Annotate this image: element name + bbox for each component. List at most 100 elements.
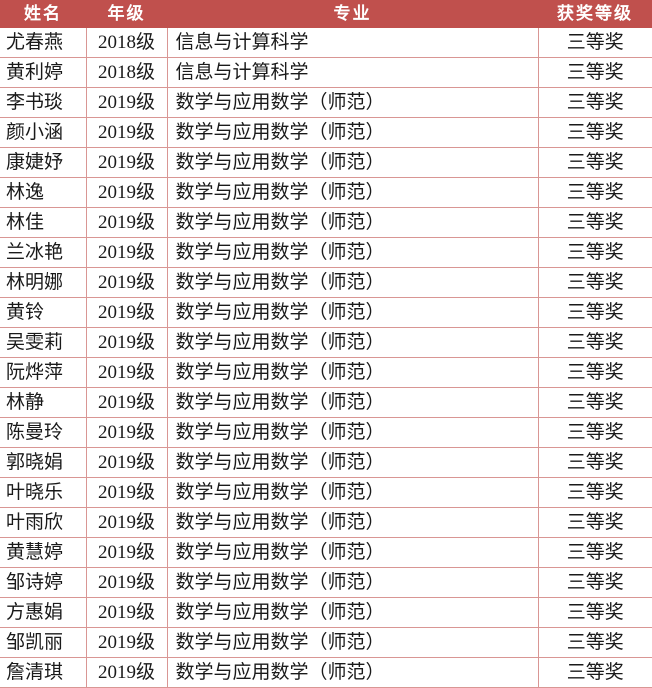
cell-level: 三等奖 bbox=[537, 537, 652, 568]
cell-level: 三等奖 bbox=[537, 357, 652, 388]
table-row: 黄慧婷 2019级 数学与应用数学（师范） 三等奖 bbox=[0, 537, 652, 568]
cell-name: 黄利婷 bbox=[0, 57, 87, 88]
cell-name: 方惠娟 bbox=[0, 597, 87, 628]
table-row: 兰冰艳 2019级 数学与应用数学（师范） 三等奖 bbox=[0, 237, 652, 268]
cell-name: 郭晓娟 bbox=[0, 447, 87, 478]
table-row: 叶晓乐 2019级 数学与应用数学（师范） 三等奖 bbox=[0, 477, 652, 508]
table-row: 林逸 2019级 数学与应用数学（师范） 三等奖 bbox=[0, 177, 652, 208]
cell-major: 数学与应用数学（师范） bbox=[167, 87, 538, 118]
cell-major: 数学与应用数学（师范） bbox=[167, 147, 538, 178]
cell-major: 数学与应用数学（师范） bbox=[167, 537, 538, 568]
cell-level: 三等奖 bbox=[537, 237, 652, 268]
column-header-name: 姓名 bbox=[0, 0, 86, 28]
cell-level: 三等奖 bbox=[537, 327, 652, 358]
cell-name: 林静 bbox=[0, 387, 87, 418]
cell-name: 兰冰艳 bbox=[0, 237, 87, 268]
cell-grade: 2019级 bbox=[86, 507, 168, 538]
table-header-row: 姓名 年级 专业 获奖等级 bbox=[0, 0, 652, 28]
cell-level: 三等奖 bbox=[537, 117, 652, 148]
cell-level: 三等奖 bbox=[537, 177, 652, 208]
table-row: 林佳 2019级 数学与应用数学（师范） 三等奖 bbox=[0, 207, 652, 238]
cell-name: 叶雨欣 bbox=[0, 507, 87, 538]
table-row: 邹诗婷 2019级 数学与应用数学（师范） 三等奖 bbox=[0, 567, 652, 598]
cell-name: 陈曼玲 bbox=[0, 417, 87, 448]
cell-level: 三等奖 bbox=[537, 447, 652, 478]
cell-major: 数学与应用数学（师范） bbox=[167, 117, 538, 148]
cell-name: 林明娜 bbox=[0, 267, 87, 298]
cell-grade: 2019级 bbox=[86, 267, 168, 298]
cell-name: 颜小涵 bbox=[0, 117, 87, 148]
cell-name: 林佳 bbox=[0, 207, 87, 238]
cell-grade: 2019级 bbox=[86, 417, 168, 448]
cell-major: 数学与应用数学（师范） bbox=[167, 207, 538, 238]
cell-major: 数学与应用数学（师范） bbox=[167, 297, 538, 328]
table-row: 詹清琪 2019级 数学与应用数学（师范） 三等奖 bbox=[0, 657, 652, 688]
cell-name: 邹凯丽 bbox=[0, 627, 87, 658]
table-row: 颜小涵 2019级 数学与应用数学（师范） 三等奖 bbox=[0, 117, 652, 148]
cell-name: 吴雯莉 bbox=[0, 327, 87, 358]
cell-major: 数学与应用数学（师范） bbox=[167, 597, 538, 628]
table-row: 林明娜 2019级 数学与应用数学（师范） 三等奖 bbox=[0, 267, 652, 298]
cell-name: 叶晓乐 bbox=[0, 477, 87, 508]
cell-name: 康婕妤 bbox=[0, 147, 87, 178]
cell-major: 数学与应用数学（师范） bbox=[167, 177, 538, 208]
cell-grade: 2019级 bbox=[86, 327, 168, 358]
cell-major: 数学与应用数学（师范） bbox=[167, 357, 538, 388]
cell-level: 三等奖 bbox=[537, 567, 652, 598]
cell-major: 信息与计算科学 bbox=[167, 57, 538, 88]
cell-grade: 2019级 bbox=[86, 297, 168, 328]
cell-major: 数学与应用数学（师范） bbox=[167, 657, 538, 688]
table-header: 姓名 年级 专业 获奖等级 bbox=[0, 0, 652, 28]
cell-level: 三等奖 bbox=[537, 57, 652, 88]
cell-major: 数学与应用数学（师范） bbox=[167, 267, 538, 298]
cell-level: 三等奖 bbox=[537, 87, 652, 118]
cell-major: 信息与计算科学 bbox=[167, 28, 538, 58]
cell-grade: 2019级 bbox=[86, 147, 168, 178]
cell-level: 三等奖 bbox=[537, 417, 652, 448]
cell-major: 数学与应用数学（师范） bbox=[167, 387, 538, 418]
cell-level: 三等奖 bbox=[537, 28, 652, 58]
cell-level: 三等奖 bbox=[537, 477, 652, 508]
table-row: 林静 2019级 数学与应用数学（师范） 三等奖 bbox=[0, 387, 652, 418]
cell-name: 林逸 bbox=[0, 177, 87, 208]
table-row: 康婕妤 2019级 数学与应用数学（师范） 三等奖 bbox=[0, 147, 652, 178]
cell-major: 数学与应用数学（师范） bbox=[167, 447, 538, 478]
cell-major: 数学与应用数学（师范） bbox=[167, 237, 538, 268]
cell-major: 数学与应用数学（师范） bbox=[167, 417, 538, 448]
cell-grade: 2019级 bbox=[86, 537, 168, 568]
cell-grade: 2019级 bbox=[86, 597, 168, 628]
column-header-major: 专业 bbox=[167, 0, 538, 28]
cell-name: 黄慧婷 bbox=[0, 537, 87, 568]
cell-grade: 2019级 bbox=[86, 117, 168, 148]
cell-name: 李书琰 bbox=[0, 87, 87, 118]
cell-grade: 2019级 bbox=[86, 657, 168, 688]
cell-grade: 2019级 bbox=[86, 627, 168, 658]
cell-major: 数学与应用数学（师范） bbox=[167, 567, 538, 598]
cell-level: 三等奖 bbox=[537, 657, 652, 688]
cell-level: 三等奖 bbox=[537, 207, 652, 238]
table-row: 吴雯莉 2019级 数学与应用数学（师范） 三等奖 bbox=[0, 327, 652, 358]
cell-major: 数学与应用数学（师范） bbox=[167, 507, 538, 538]
cell-name: 黄铃 bbox=[0, 297, 87, 328]
table-row: 李书琰 2019级 数学与应用数学（师范） 三等奖 bbox=[0, 87, 652, 118]
cell-name: 詹清琪 bbox=[0, 657, 87, 688]
table-row: 郭晓娟 2019级 数学与应用数学（师范） 三等奖 bbox=[0, 447, 652, 478]
table-row: 黄利婷 2018级 信息与计算科学 三等奖 bbox=[0, 57, 652, 88]
cell-grade: 2019级 bbox=[86, 567, 168, 598]
table-row: 邹凯丽 2019级 数学与应用数学（师范） 三等奖 bbox=[0, 627, 652, 658]
cell-grade: 2019级 bbox=[86, 387, 168, 418]
cell-major: 数学与应用数学（师范） bbox=[167, 327, 538, 358]
table-row: 阮烨萍 2019级 数学与应用数学（师范） 三等奖 bbox=[0, 357, 652, 388]
cell-level: 三等奖 bbox=[537, 507, 652, 538]
cell-grade: 2018级 bbox=[86, 57, 168, 88]
cell-grade: 2019级 bbox=[86, 237, 168, 268]
cell-name: 邹诗婷 bbox=[0, 567, 87, 598]
cell-grade: 2019级 bbox=[86, 207, 168, 238]
column-header-level: 获奖等级 bbox=[538, 0, 652, 28]
cell-grade: 2018级 bbox=[86, 28, 168, 58]
table-body: 尤春燕 2018级 信息与计算科学 三等奖 黄利婷 2018级 信息与计算科学 三等奖 李书琰 2… bbox=[0, 28, 652, 688]
cell-major: 数学与应用数学（师范） bbox=[167, 477, 538, 508]
cell-level: 三等奖 bbox=[537, 267, 652, 298]
cell-grade: 2019级 bbox=[86, 87, 168, 118]
cell-major: 数学与应用数学（师范） bbox=[167, 627, 538, 658]
